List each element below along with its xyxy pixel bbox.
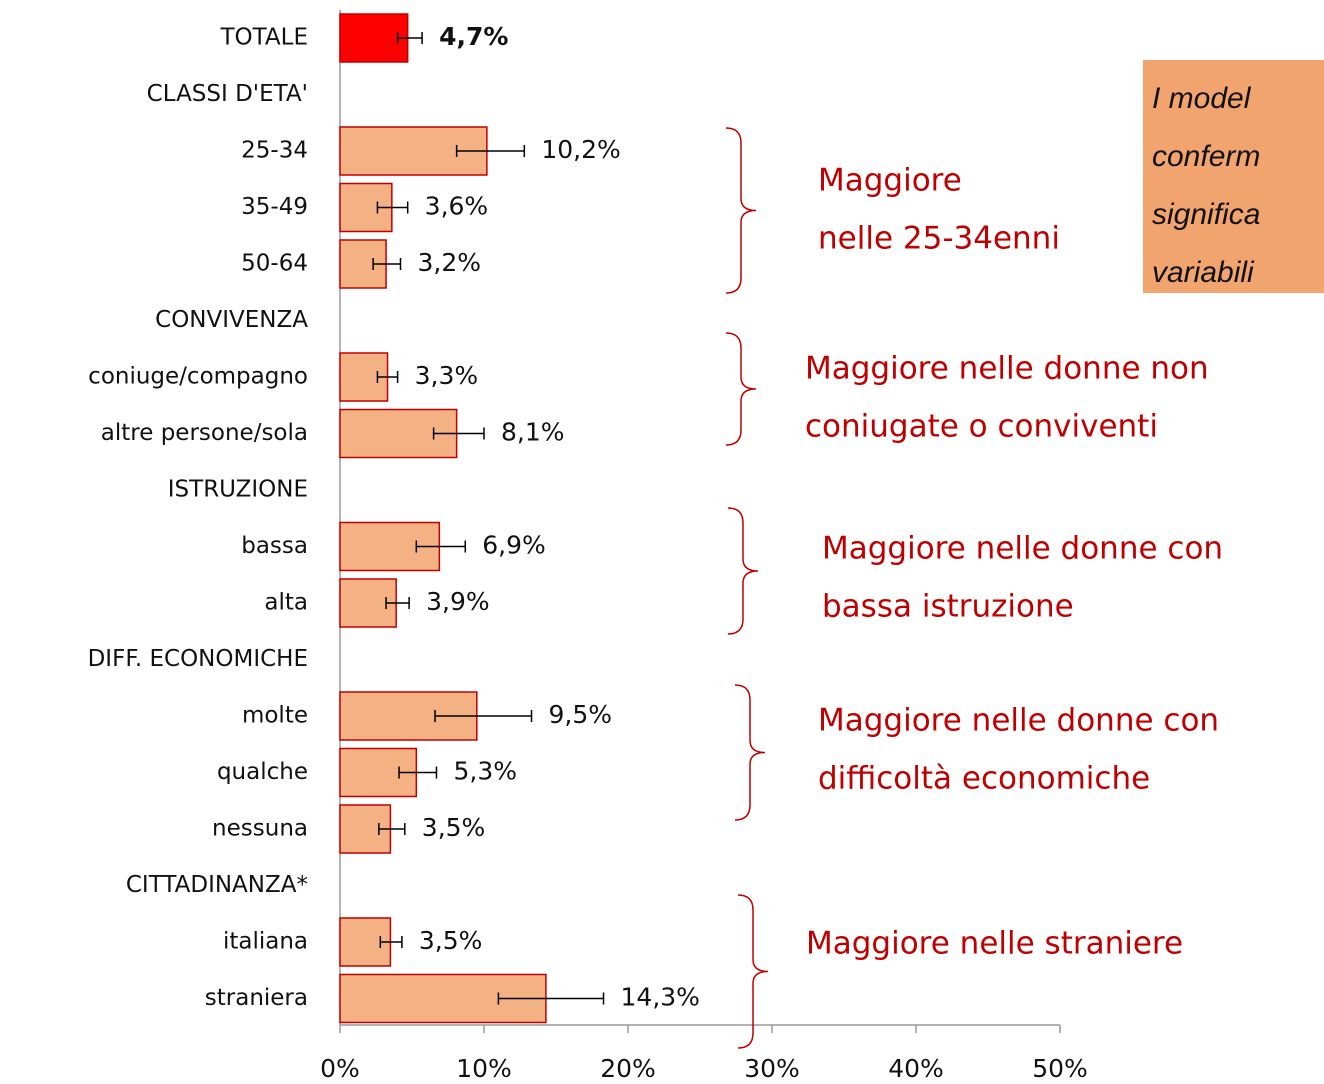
annotation: bassa istruzione <box>822 589 1074 625</box>
category-label: 25-34 <box>241 138 308 164</box>
annotation: Maggiore <box>818 163 962 199</box>
error-bar <box>415 540 467 553</box>
annotation: difficoltà economiche <box>818 761 1150 797</box>
error-bar <box>396 32 423 44</box>
value-label: 8,1% <box>501 418 565 447</box>
value-label: 3,5% <box>422 813 486 842</box>
category-label: altre persone/sola <box>101 420 308 446</box>
annotation: Maggiore nelle straniere <box>806 926 1183 962</box>
error-bar <box>434 710 533 722</box>
category-label: straniera <box>205 985 308 1011</box>
category-label: CLASSI D'ETA' <box>147 81 308 107</box>
annotation: coniugate o conviventi <box>805 409 1158 445</box>
annotation: nelle 25-34enni <box>818 221 1060 257</box>
brace <box>725 127 757 294</box>
value-label: 9,5% <box>549 700 613 729</box>
value-label: 3,9% <box>426 587 490 616</box>
error-bar <box>455 145 526 157</box>
error-bar <box>372 258 402 270</box>
category-label: CITTADINANZA* <box>126 872 308 898</box>
value-label: 4,7% <box>439 22 508 51</box>
value-label: 3,2% <box>417 248 481 277</box>
value-label: 5,3% <box>453 757 517 786</box>
category-label: coniuge/compagno <box>88 364 308 390</box>
note-text: conferm <box>1152 140 1260 173</box>
value-label: 6,9% <box>482 531 546 560</box>
note-box <box>1143 60 1324 293</box>
error-bar <box>398 766 438 779</box>
category-label: italiana <box>223 929 308 955</box>
category-label: molte <box>242 703 308 729</box>
category-label: ISTRUZIONE <box>168 477 308 503</box>
x-tick-label: 50% <box>1032 1054 1088 1083</box>
brace <box>734 684 766 821</box>
value-label: 10,2% <box>541 135 620 164</box>
annotation: Maggiore nelle donne con <box>822 531 1223 567</box>
category-label: qualche <box>217 759 308 785</box>
error-bar <box>376 371 399 383</box>
error-bar <box>379 936 403 948</box>
note-text: significa <box>1152 198 1260 231</box>
category-label: CONVIVENZA <box>155 307 308 333</box>
x-tick-label: 30% <box>744 1054 800 1083</box>
value-label: 14,3% <box>621 983 700 1012</box>
error-bar <box>432 427 485 440</box>
x-tick-label: 40% <box>888 1054 944 1083</box>
category-label: 50-64 <box>241 251 308 277</box>
value-label: 3,3% <box>415 361 479 390</box>
x-tick-label: 20% <box>600 1054 656 1083</box>
x-tick-label: 10% <box>456 1054 512 1083</box>
error-bar <box>497 992 605 1005</box>
category-label: nessuna <box>212 816 308 842</box>
brace <box>737 894 769 1049</box>
annotation: Maggiore nelle donne con <box>818 703 1219 739</box>
value-label: 3,6% <box>425 192 489 221</box>
error-bar <box>385 597 410 609</box>
category-label: bassa <box>241 533 308 559</box>
error-bar <box>376 201 409 214</box>
x-tick-label: 0% <box>320 1054 360 1083</box>
error-bar <box>378 823 406 835</box>
bar <box>339 13 409 63</box>
note-text: I model <box>1152 82 1252 115</box>
category-label: DIFF. ECONOMICHE <box>88 646 308 672</box>
brace <box>725 332 757 446</box>
value-label: 3,5% <box>419 926 483 955</box>
annotation: Maggiore nelle donne non <box>805 351 1209 387</box>
note-text: variabili <box>1152 256 1255 289</box>
category-label: 35-49 <box>241 194 308 220</box>
brace <box>727 507 759 635</box>
category-label: alta <box>264 590 308 616</box>
category-label: TOTALE <box>220 25 309 51</box>
